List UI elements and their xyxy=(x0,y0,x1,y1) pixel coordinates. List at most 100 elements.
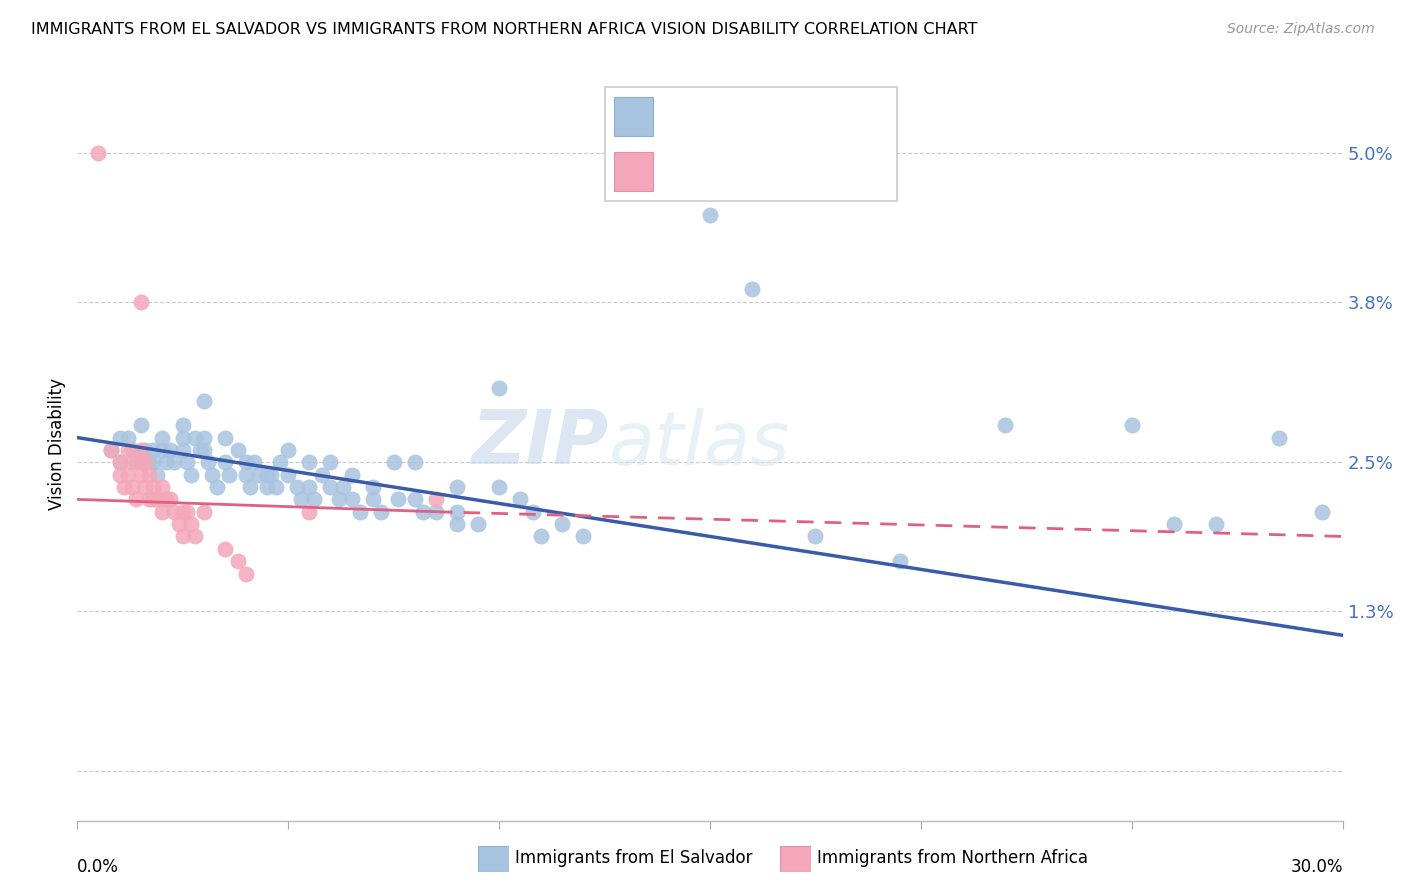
Point xyxy=(150,505,173,519)
Point xyxy=(277,467,299,482)
Point xyxy=(150,480,173,494)
Point xyxy=(340,467,363,482)
Point xyxy=(176,455,198,469)
Point xyxy=(188,442,211,457)
Point xyxy=(467,517,489,532)
Text: Immigrants from Northern Africa: Immigrants from Northern Africa xyxy=(817,849,1088,867)
Point xyxy=(142,442,165,457)
Point xyxy=(87,146,110,161)
Point xyxy=(129,442,152,457)
Point xyxy=(509,492,531,507)
Point xyxy=(319,480,342,494)
Point xyxy=(172,505,194,519)
Point xyxy=(425,505,447,519)
Point xyxy=(349,505,371,519)
Point xyxy=(214,541,236,556)
Point xyxy=(370,505,392,519)
Point xyxy=(108,455,131,469)
Point xyxy=(1310,505,1333,519)
Point xyxy=(163,455,186,469)
Point xyxy=(277,442,299,457)
Point xyxy=(298,505,321,519)
Point xyxy=(404,492,426,507)
Point xyxy=(108,455,131,469)
Point xyxy=(285,480,308,494)
Point xyxy=(142,492,165,507)
Point xyxy=(117,467,139,482)
Point xyxy=(340,492,363,507)
Point xyxy=(741,282,763,296)
Point xyxy=(226,442,249,457)
Point xyxy=(138,467,160,482)
Point xyxy=(446,480,468,494)
Point xyxy=(172,431,194,445)
Point xyxy=(129,418,152,433)
Point xyxy=(172,418,194,433)
Point xyxy=(138,492,160,507)
Point xyxy=(328,492,350,507)
Point xyxy=(530,529,553,543)
Point xyxy=(146,467,169,482)
Point xyxy=(108,431,131,445)
Point xyxy=(488,480,510,494)
Point xyxy=(121,480,143,494)
Text: ZIP: ZIP xyxy=(471,408,609,480)
Point xyxy=(1121,418,1143,433)
Y-axis label: Vision Disability: Vision Disability xyxy=(48,378,66,509)
Text: Immigrants from El Salvador: Immigrants from El Salvador xyxy=(515,849,752,867)
Point xyxy=(361,492,384,507)
Point xyxy=(193,505,215,519)
Text: IMMIGRANTS FROM EL SALVADOR VS IMMIGRANTS FROM NORTHERN AFRICA VISION DISABILITY: IMMIGRANTS FROM EL SALVADOR VS IMMIGRANT… xyxy=(31,22,977,37)
Point xyxy=(163,505,186,519)
Point xyxy=(134,442,156,457)
Point xyxy=(256,467,278,482)
Point xyxy=(1163,517,1185,532)
Point xyxy=(226,554,249,568)
Point xyxy=(235,455,257,469)
Point xyxy=(184,431,207,445)
Point xyxy=(382,455,405,469)
Point xyxy=(235,566,257,581)
Point xyxy=(332,480,354,494)
Point xyxy=(184,529,207,543)
Point xyxy=(134,455,156,469)
Point xyxy=(319,455,342,469)
Point xyxy=(193,431,215,445)
Point xyxy=(180,517,202,532)
Point xyxy=(425,492,447,507)
Point xyxy=(446,505,468,519)
Point xyxy=(260,467,283,482)
Point xyxy=(150,442,173,457)
Point xyxy=(551,517,574,532)
Point xyxy=(142,455,165,469)
Point xyxy=(172,442,194,457)
Point xyxy=(100,442,122,457)
Point xyxy=(121,455,143,469)
Point xyxy=(994,418,1017,433)
Point xyxy=(412,505,434,519)
Point xyxy=(172,529,194,543)
Text: atlas: atlas xyxy=(609,408,790,480)
Point xyxy=(256,480,278,494)
Point xyxy=(125,492,148,507)
Point xyxy=(155,492,177,507)
Point xyxy=(193,442,215,457)
Point xyxy=(404,455,426,469)
Point xyxy=(129,294,152,309)
Point xyxy=(159,442,181,457)
Point xyxy=(117,442,139,457)
Point xyxy=(889,554,911,568)
Point xyxy=(235,467,257,482)
Text: 30.0%: 30.0% xyxy=(1291,858,1343,876)
Point xyxy=(138,455,160,469)
Point xyxy=(155,455,177,469)
Point xyxy=(699,208,721,222)
Point xyxy=(150,431,173,445)
Point xyxy=(1205,517,1227,532)
Point xyxy=(298,480,321,494)
Point xyxy=(197,455,219,469)
Point xyxy=(247,467,270,482)
Point xyxy=(112,480,135,494)
Point xyxy=(239,480,262,494)
Point xyxy=(142,480,165,494)
